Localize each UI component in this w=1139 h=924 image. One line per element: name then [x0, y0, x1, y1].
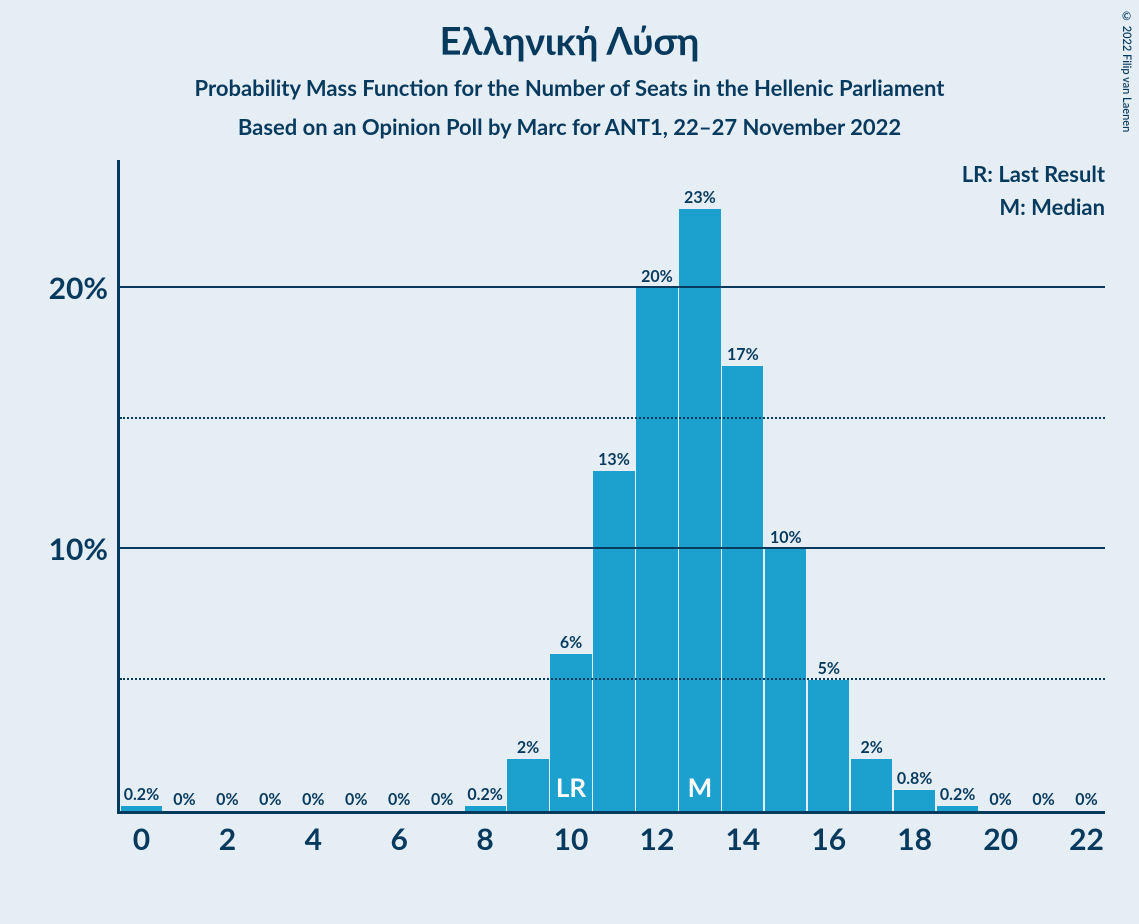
bar: 10% [765, 549, 806, 811]
y-axis-label: 20% [28, 270, 108, 306]
x-axis-label: 10 [554, 821, 589, 857]
bar: 5% [808, 680, 849, 811]
bar-value-label: 0% [431, 790, 453, 811]
chart-subtitle-2: Based on an Opinion Poll by Marc for ANT… [0, 113, 1139, 140]
bar: 0.2% [937, 806, 978, 811]
bar-value-label: 13% [598, 450, 630, 471]
bar-value-label: 0% [259, 790, 281, 811]
bar-value-label: 0% [388, 790, 410, 811]
x-axis-label: 20 [983, 821, 1018, 857]
plot-area: 0.2%0%0%0%0%0%0%0%0.2%2%6%LR13%20%23%M17… [117, 160, 1105, 814]
copyright-text: © 2022 Filip van Laenen [1120, 10, 1133, 132]
chart: 0.2%0%0%0%0%0%0%0%0.2%2%6%LR13%20%23%M17… [35, 160, 1110, 860]
bar-value-label: 0.2% [940, 785, 975, 806]
x-axis-label: 22 [1069, 821, 1104, 857]
bar-value-label: 0% [173, 790, 195, 811]
bar-value-label: 0.2% [124, 785, 159, 806]
x-axis-label: 14 [725, 821, 760, 857]
bar-value-label: 2% [517, 738, 539, 759]
chart-title: Ελληνική Λύση [0, 0, 1139, 64]
x-axis-label: 6 [391, 821, 408, 857]
gridline-minor [120, 678, 1105, 680]
bar-value-label: 0% [345, 790, 367, 811]
gridline-major [120, 286, 1105, 288]
bar-value-label: 0% [216, 790, 238, 811]
bar-value-label: 0% [1075, 790, 1097, 811]
bar: 17% [722, 366, 763, 811]
y-axis-label: 10% [28, 531, 108, 567]
bar-value-label: 23% [684, 188, 716, 209]
x-axis-label: 12 [640, 821, 675, 857]
bar: 2% [507, 759, 548, 811]
bar-value-label: 2% [861, 738, 883, 759]
bar-value-label: 5% [818, 659, 840, 680]
x-axis-label: 8 [476, 821, 493, 857]
x-axis-label: 16 [811, 821, 846, 857]
x-axis-label: 18 [897, 821, 932, 857]
bar-value-label: 0.2% [467, 785, 502, 806]
x-axis-label: 4 [305, 821, 322, 857]
bar-marker-median: M [688, 771, 713, 803]
bar: 20% [636, 288, 677, 811]
bar: 2% [851, 759, 892, 811]
bar: 0.8% [894, 790, 935, 811]
bar: 13% [593, 471, 634, 811]
bar-value-label: 6% [560, 633, 582, 654]
bar-value-label: 17% [727, 345, 759, 366]
x-axis-label: 0 [133, 821, 150, 857]
bar-value-label: 20% [641, 267, 673, 288]
bar-marker-lr: LR [556, 771, 586, 803]
x-axis-label: 2 [219, 821, 236, 857]
bar: 0.2% [465, 806, 506, 811]
bar: 23%M [679, 209, 720, 811]
gridline-minor [120, 417, 1105, 419]
bar-value-label: 0% [302, 790, 324, 811]
chart-subtitle-1: Probability Mass Function for the Number… [0, 74, 1139, 101]
bar: 0.2% [121, 806, 162, 811]
bar-value-label: 0.8% [897, 769, 932, 790]
bar-value-label: 10% [770, 528, 802, 549]
bar-value-label: 0% [1032, 790, 1054, 811]
bars-container: 0.2%0%0%0%0%0%0%0%0.2%2%6%LR13%20%23%M17… [120, 160, 1105, 811]
bar-value-label: 0% [989, 790, 1011, 811]
gridline-major [120, 547, 1105, 549]
